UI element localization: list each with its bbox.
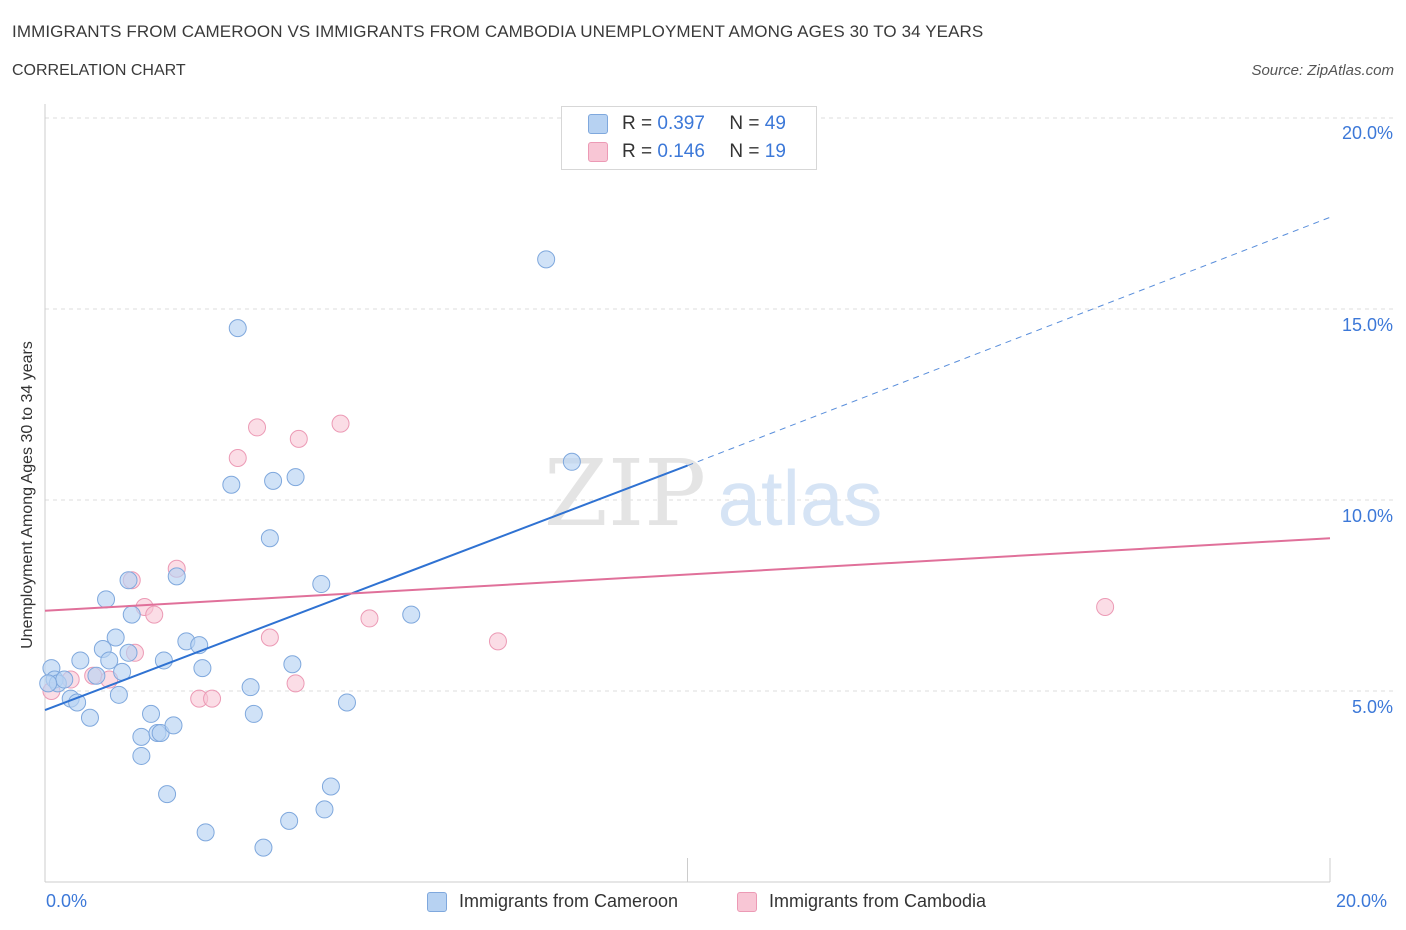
cameroon-swatch [588,114,608,134]
cameroon-point [132,746,151,765]
n-label: N = [729,113,760,134]
cameroon-point [97,590,116,609]
axes [44,104,1331,883]
cameroon-point [254,838,273,857]
cameroon-point [241,678,260,697]
cameroon-point [106,628,125,647]
cameroon-point [537,250,556,269]
cameroon-point [80,708,99,727]
cameroon-point [122,605,141,624]
n-label: N = [729,141,760,162]
cameroon-point [283,655,302,674]
legend-label-cameroon: Immigrants from Cameroon [459,891,679,911]
cambodia-swatch [588,142,608,162]
r-value: 0.397 [657,113,705,134]
cameroon-point [109,685,128,704]
chart-title: IMMIGRANTS FROM CAMEROON VS IMMIGRANTS F… [12,22,984,41]
r-label: R = [622,141,653,162]
cameroon-point [193,659,212,678]
cameroon-point [132,727,151,746]
x-tick-20: 20.0% [1336,891,1388,911]
cambodia-swatch [737,891,757,912]
y-tick-20: 20.0% [1341,123,1393,143]
legend-item-cameroon[interactable]: Immigrants from Cameroon [427,891,678,912]
cameroon-point [228,319,247,338]
y-tick-5: 5.0% [1351,697,1393,717]
cameroon-point [87,666,106,685]
cambodia-point [331,414,350,433]
cambodia-point [203,689,222,708]
x-tick-0: 0.0% [46,891,88,911]
cambodia-point [289,429,308,448]
n-value: 49 [764,113,786,134]
cameroon-point [142,704,161,723]
cameroon-point [39,674,58,693]
cameroon-point [55,670,74,689]
cambodia-point [360,609,379,628]
cameroon-point [68,693,87,712]
r-value: 0.146 [657,141,705,162]
legend-row-cameroon: R = 0.397 N = 49 [588,112,786,136]
n-value: 19 [764,141,786,162]
cameroon-point [71,651,90,670]
cameroon-point [119,571,138,590]
cameroon-trend-extension [687,216,1331,467]
watermark-atlas: atlas [718,454,883,542]
cameroon-point [562,452,581,471]
r-label: R = [622,113,653,134]
cameroon-point [154,651,173,670]
cambodia-point [1096,597,1115,616]
trend-lines [44,216,1331,712]
cambodia-point [145,605,164,624]
cameroon-point [264,471,283,490]
cameroon-point [167,567,186,586]
cameroon-point [164,716,183,735]
y-tick-10: 10.0% [1341,506,1393,526]
cambodia-point [248,418,267,437]
cameroon-point [222,475,241,494]
cameroon-point [312,575,331,594]
cameroon-point [402,605,421,624]
cambodia-point [260,628,279,647]
cameroon-point [100,651,119,670]
cameroon-point [196,823,215,842]
cambodia-trend-line [44,537,1331,612]
cameroon-point [280,811,299,830]
cameroon-trend-line [44,464,688,712]
y-tick-15: 15.0% [1341,315,1393,335]
cameroon-point [244,704,263,723]
cameroon-point [321,777,340,796]
legend-row-cambodia: R = 0.146 N = 19 [588,140,786,164]
cameroon-point [260,529,279,548]
grid-lines [45,117,1395,692]
source-credit: Source: ZipAtlas.com [1251,62,1394,79]
cameroon-point [286,468,305,487]
chart-subtitle: CORRELATION CHART [12,62,186,79]
cambodia-point [228,448,247,467]
legend-label-cambodia: Immigrants from Cambodia [769,891,987,911]
cameroon-points [39,250,581,857]
cameroon-point [158,785,177,804]
legend-item-cambodia[interactable]: Immigrants from Cambodia [737,891,986,912]
correlation-legend: R = 0.397 N = 49 R = 0.146 N = 19 [561,106,817,170]
cameroon-point [315,800,334,819]
cambodia-point [286,674,305,693]
zipatlas-watermark: ZIP atlas [544,440,882,547]
cameroon-point [337,693,356,712]
cambodia-point [488,632,507,651]
cameroon-swatch [427,891,447,912]
cameroon-point [119,643,138,662]
